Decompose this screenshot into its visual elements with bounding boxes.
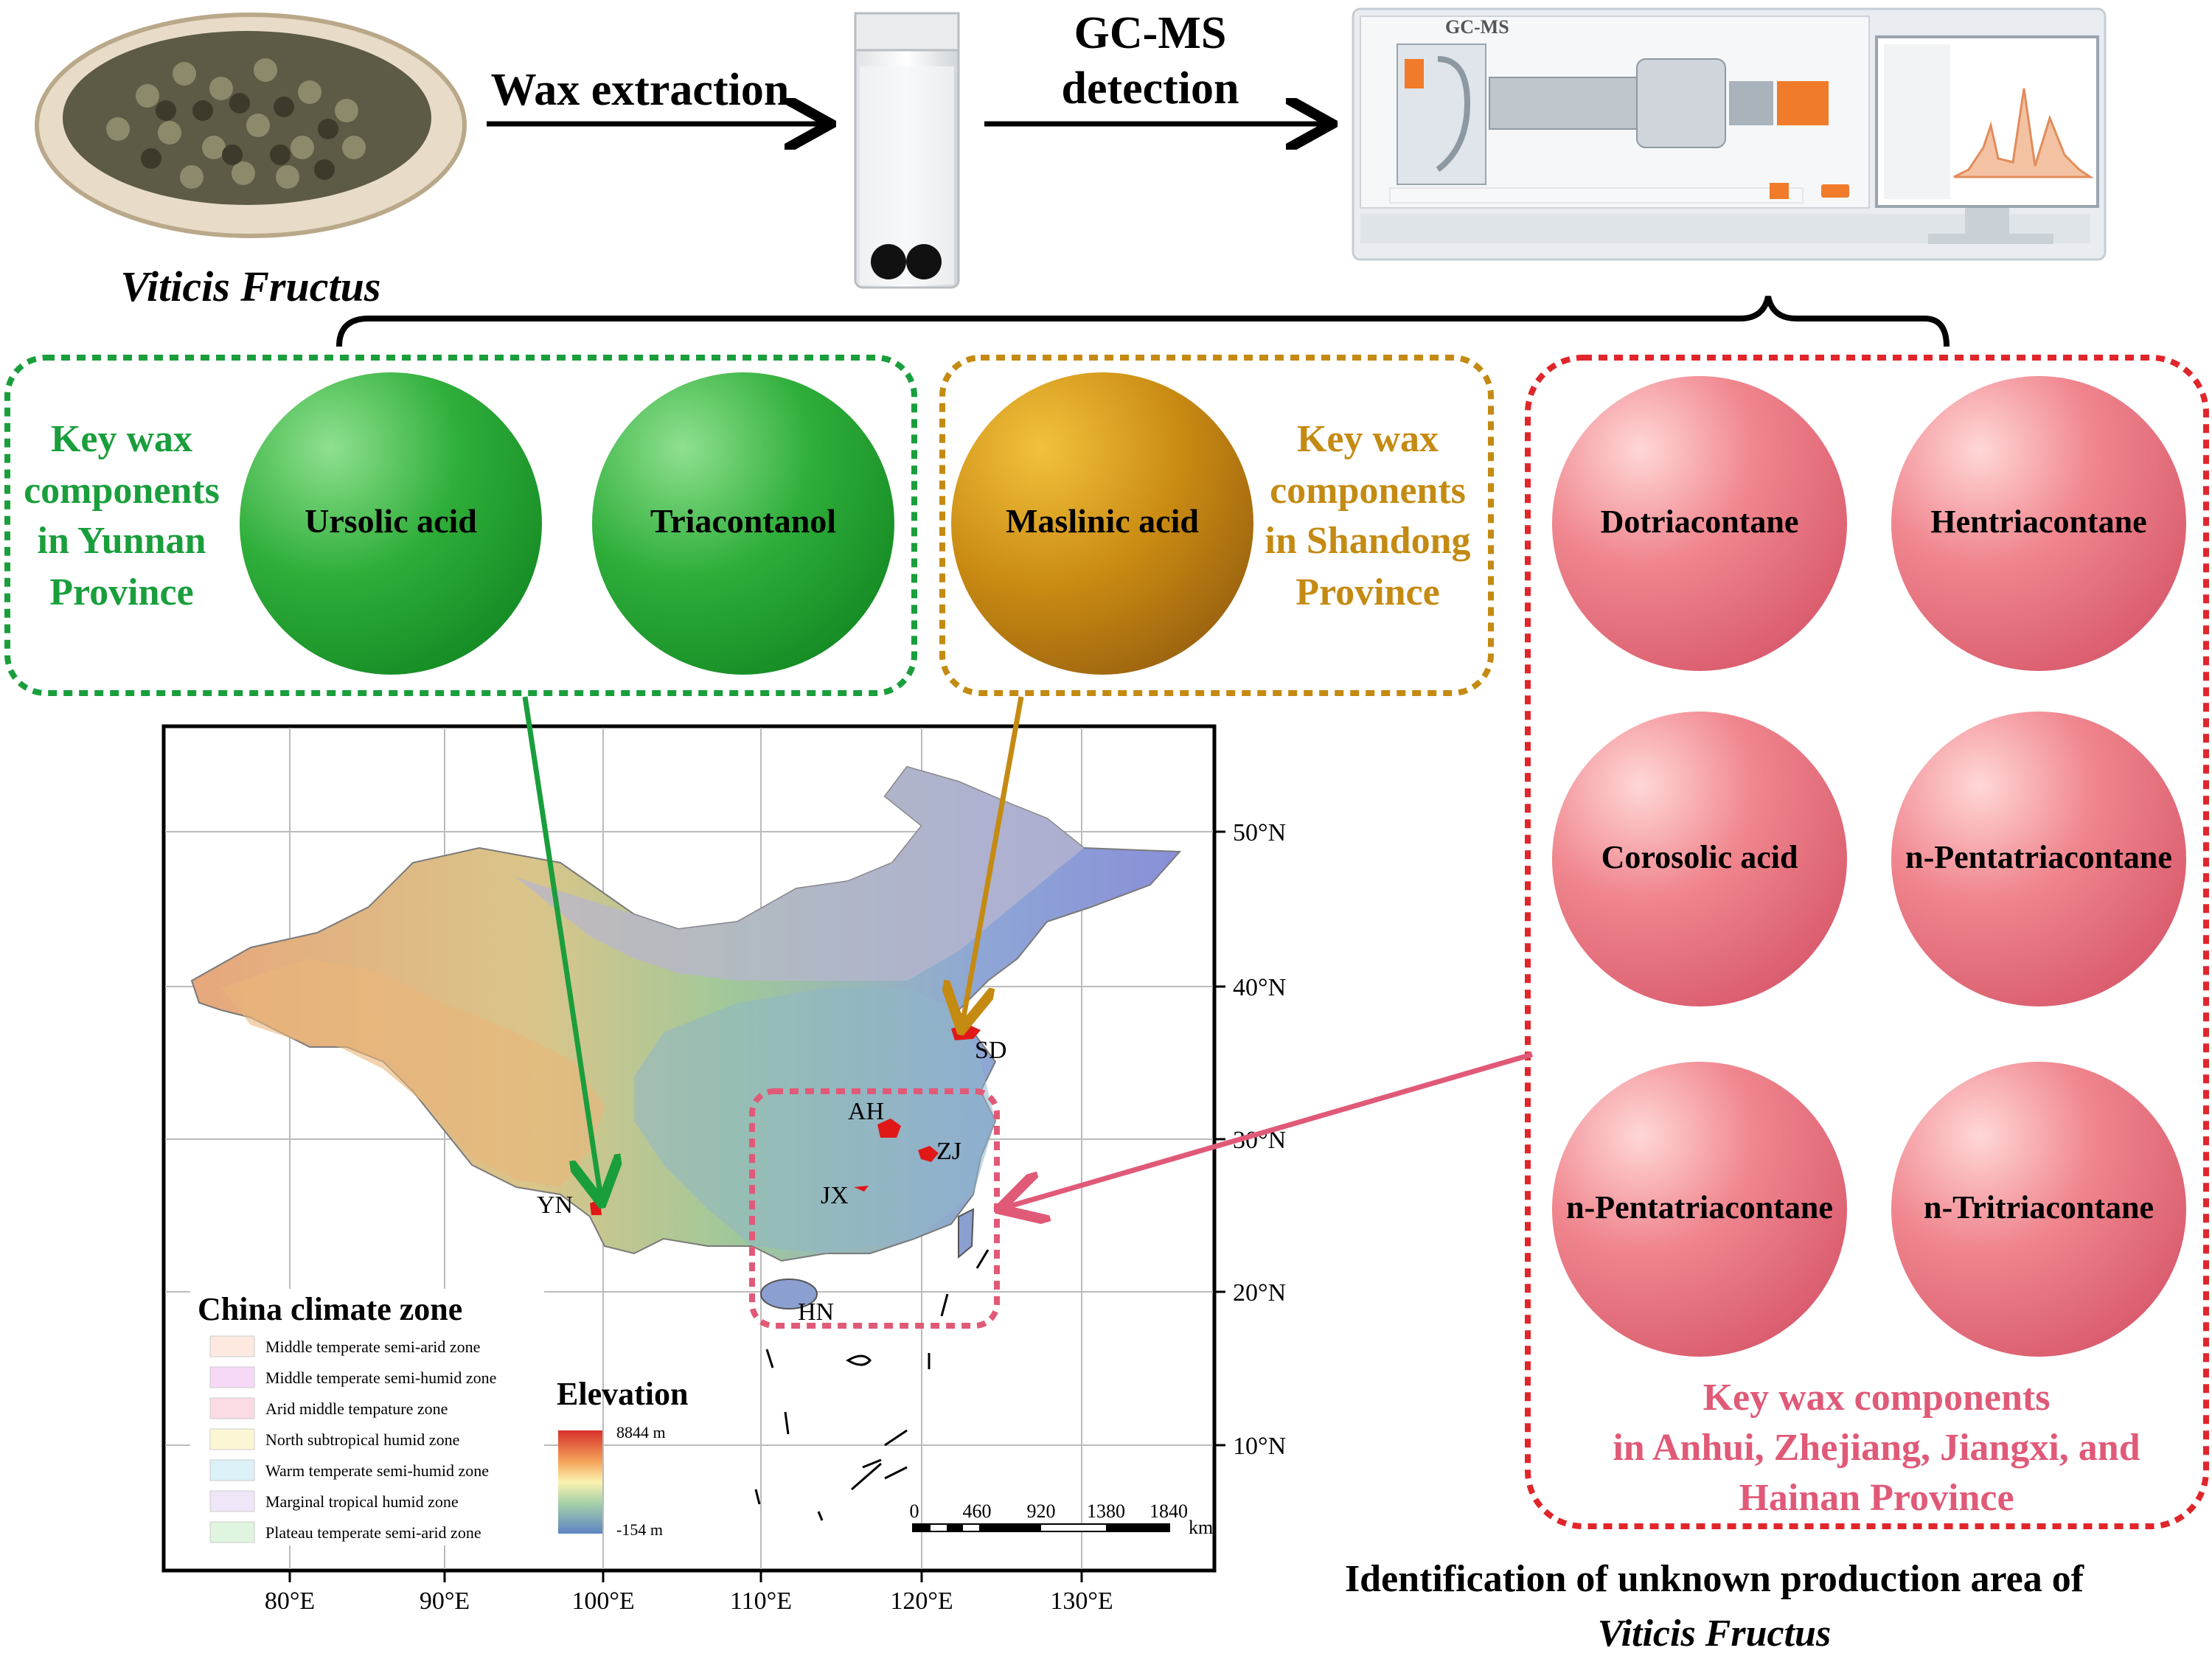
- elevation-max-label: 8844 m: [616, 1423, 666, 1441]
- climate-zone-swatch: [209, 1521, 255, 1543]
- footer-line1: Identification of unknown production are…: [1345, 1558, 2084, 1600]
- yunnan-title-line: in Yunnan: [38, 520, 206, 562]
- component-circle-dotriacontane: [1552, 376, 1847, 671]
- component-label: Triacontanol: [650, 502, 836, 540]
- climate-zone-label: Middle temperate semi-humid zone: [265, 1368, 496, 1387]
- longitude-label: 80°E: [265, 1587, 315, 1615]
- fruit-plate-image: [35, 13, 467, 238]
- component-label: Dotriacontane: [1601, 504, 1799, 540]
- climate-zone-swatch: [209, 1459, 255, 1481]
- scale-bar: 0 460 920 1380 1840 km: [910, 1500, 1214, 1538]
- climate-legend: Middle temperate semi-arid zone Middle te…: [209, 1335, 496, 1543]
- climate-zone-swatch: [209, 1397, 255, 1419]
- component-label: n-Pentatriacontane: [1905, 839, 2172, 875]
- latitude-label: 50°N: [1233, 819, 1286, 846]
- component-circle-maslinic-acid: [951, 372, 1253, 675]
- yunnan-to-map-arrow: [522, 696, 601, 1198]
- shandong-title-line: Province: [1295, 571, 1439, 613]
- region-label-yn: YN: [537, 1192, 573, 1219]
- shandong-title-line: in Shandong: [1265, 520, 1471, 562]
- southeast-title-line: Hainan Province: [1739, 1477, 2014, 1519]
- shandong-title: Key wax components in Shandong Province: [1265, 418, 1471, 613]
- climate-zone-swatch: [209, 1428, 255, 1450]
- longitude-label: 110°E: [730, 1587, 792, 1615]
- climate-zone-label: Arid middle tempature zone: [265, 1399, 448, 1418]
- sample-caption: Viticis Fructus: [121, 262, 381, 310]
- scale-unit: km: [1189, 1517, 1213, 1538]
- region-label-jx: JX: [821, 1182, 849, 1209]
- climate-zone-label: Warm temperate semi-humid zone: [265, 1461, 489, 1480]
- climate-zone-label: Plateau temperate semi-arid zone: [265, 1523, 481, 1542]
- footer-line2: Viticis Fructus: [1598, 1613, 1831, 1655]
- longitude-label: 130°E: [1050, 1587, 1113, 1615]
- southeast-to-map-arrow: [1004, 1051, 1533, 1208]
- china-landmass: [190, 765, 1182, 1521]
- instrument-label: GC-MS: [1445, 16, 1509, 38]
- component-label: n-Pentatriacontane: [1566, 1189, 1833, 1225]
- latitude-label: 40°N: [1233, 974, 1286, 1001]
- southeast-group-box: [1525, 355, 2209, 1529]
- longitude-label: 90°E: [420, 1587, 470, 1615]
- region-label-sd: SD: [975, 1037, 1006, 1064]
- latitude-label: 10°N: [1233, 1433, 1286, 1460]
- region-labels: SD AH ZJ JX YN HN: [537, 1037, 1006, 1326]
- component-label: Hentriacontane: [1930, 504, 2146, 540]
- region-label-ah: AH: [848, 1098, 884, 1125]
- shandong-title-line: components: [1270, 470, 1466, 512]
- step2-label-line2: detection: [1061, 63, 1239, 114]
- component-circle-n-pentatriacontane: [1891, 712, 2186, 1006]
- yunnan-title-line: Province: [49, 571, 193, 613]
- component-circle-ursolic-acid: [240, 372, 542, 675]
- component-circle-n-pentatriacontane-2: [1552, 1062, 1847, 1357]
- gcms-instrument-image: GC-MS: [1352, 7, 2107, 261]
- shandong-group-box: [939, 355, 1494, 696]
- component-circle-n-tritriacontane: [1891, 1062, 2186, 1357]
- elevation-title: Elevation: [557, 1376, 688, 1412]
- group-brace: [336, 296, 1950, 347]
- scale-tick: 1840: [1150, 1500, 1188, 1522]
- yunnan-title-line: components: [24, 470, 220, 512]
- component-label: n-Tritriacontane: [1924, 1189, 2154, 1225]
- yunnan-title: Key wax components in Yunnan Province: [24, 418, 220, 613]
- region-label-hn: HN: [798, 1298, 834, 1326]
- southeast-title: Key wax components in Anhui, Zhejiang, J…: [1613, 1377, 2140, 1519]
- southeast-title-line: Key wax components: [1703, 1377, 2051, 1419]
- shandong-to-map-arrow: [962, 696, 1024, 1025]
- latitude-label: 20°N: [1233, 1279, 1286, 1307]
- climate-zone-swatch: [209, 1490, 255, 1512]
- scale-tick: 920: [1027, 1500, 1056, 1522]
- yunnan-title-line: Key wax: [51, 418, 192, 460]
- component-circle-hentriacontane: [1891, 376, 2186, 671]
- climate-zone-label: Middle temperate semi-arid zone: [265, 1338, 480, 1356]
- elevation-min-label: -154 m: [616, 1520, 663, 1539]
- component-label: Ursolic acid: [305, 502, 477, 540]
- elevation-colorbar: [558, 1430, 602, 1534]
- scale-tick: 1380: [1087, 1500, 1125, 1522]
- climate-zone-swatch: [209, 1366, 255, 1388]
- step2-label-line1: GC-MS: [1074, 8, 1227, 58]
- vial-image: [854, 12, 960, 289]
- climate-zone-swatch: [209, 1335, 255, 1357]
- scale-tick: 460: [963, 1500, 992, 1522]
- scale-tick: 0: [910, 1500, 919, 1522]
- climate-zone-label: North subtropical humid zone: [265, 1430, 459, 1449]
- region-label-zj: ZJ: [936, 1138, 961, 1165]
- longitude-label: 100°E: [571, 1587, 634, 1615]
- southeast-title-line: in Anhui, Zhejiang, Jiangxi, and: [1613, 1427, 2140, 1469]
- component-label: Corosolic acid: [1601, 839, 1798, 875]
- component-circle-corosolic-acid: [1552, 712, 1847, 1006]
- component-label: Maslinic acid: [1006, 502, 1199, 540]
- climate-zone-label: Marginal tropical humid zone: [265, 1492, 459, 1511]
- component-circle-triacontanol: [592, 372, 894, 675]
- shandong-title-line: Key wax: [1297, 418, 1439, 460]
- longitude-ticks: [288, 1572, 1083, 1582]
- step1-label: Wax extraction: [491, 65, 790, 115]
- longitude-labels: 80°E 90°E 100°E 110°E 120°E 130°E: [265, 1587, 1113, 1615]
- longitude-label: 120°E: [890, 1587, 953, 1615]
- latitude-ticks: [1214, 830, 1225, 1447]
- climate-legend-title: China climate zone: [198, 1291, 462, 1327]
